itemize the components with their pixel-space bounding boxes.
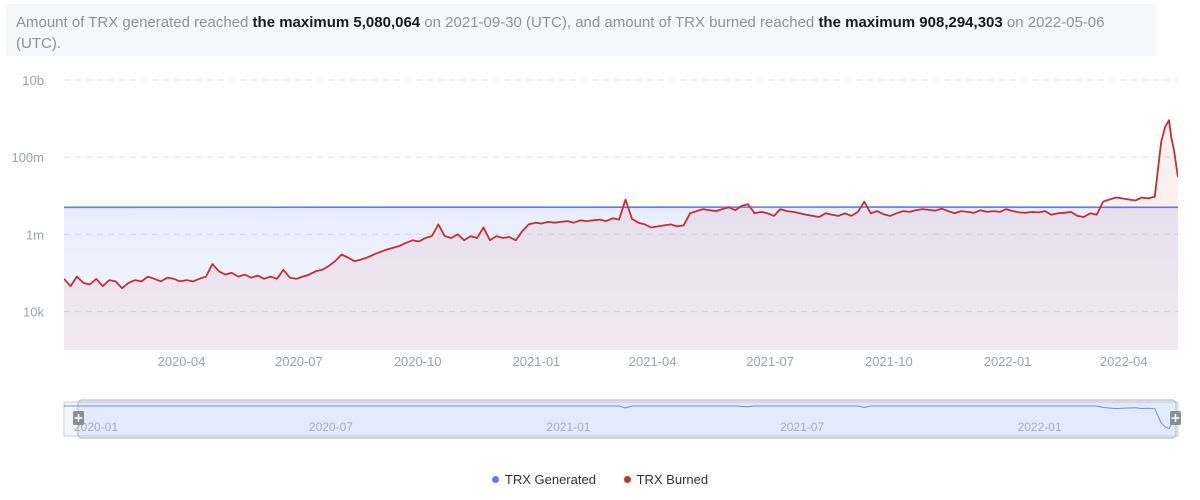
navigator-tick-label: 2022-01 — [1018, 420, 1062, 434]
trx-chart: 10k 1m 100m 10b 2020-04 2020-07 2020-10 2021-0… — [11, 73, 1181, 439]
x-tick-label: 2022-04 — [1100, 354, 1148, 369]
legend-item-generated[interactable]: TRX Generated — [491, 472, 596, 487]
y-tick-label: 10b — [22, 73, 44, 88]
legend-generated-dot-icon — [491, 476, 499, 484]
x-tick-label: 2021-07 — [746, 354, 794, 369]
summary-text-2: on 2021-09-30 (UTC), and amount of TRX b… — [420, 14, 819, 31]
legend-generated-label: TRX Generated — [504, 472, 596, 487]
navigator-axis: 2020-01 2020-07 2021-01 2021-07 2022-01 — [74, 420, 1062, 434]
navigator-background — [63, 401, 1179, 437]
y-tick-label: 100m — [11, 150, 44, 165]
summary-banner: Amount of TRX generated reached the maxi… — [6, 4, 1156, 56]
legend-item-burned[interactable]: TRX Burned — [623, 472, 709, 487]
legend-burned-label: TRX Burned — [636, 472, 709, 487]
legend-burned-dot-icon — [623, 476, 631, 484]
x-tick-label: 2021-01 — [513, 354, 561, 369]
x-tick-label: 2022-01 — [984, 354, 1032, 369]
x-tick-label: 2020-10 — [394, 354, 442, 369]
navigator-right-handle[interactable] — [1170, 411, 1181, 425]
navigator-tick-label: 2021-01 — [546, 420, 590, 434]
navigator-line — [64, 405, 1179, 430]
x-tick-label: 2020-04 — [158, 354, 206, 369]
generated-max-value: the maximum 5,080,064 — [252, 14, 421, 31]
burned-max-value: the maximum 908,294,303 — [818, 14, 1003, 31]
legend: TRX Generated TRX Burned — [0, 472, 1200, 487]
navigator-left-handle[interactable] — [73, 411, 84, 425]
navigator-tick-label: 2021-07 — [780, 420, 824, 434]
range-navigator[interactable]: 2020-01 2020-07 2021-01 2021-07 2022-01 — [63, 399, 1181, 439]
burned-line — [64, 119, 1178, 290]
navigator-tick-label: 2020-01 — [74, 420, 118, 434]
series — [64, 119, 1178, 350]
y-tick-label: 10k — [23, 304, 44, 319]
summary-text-1: Amount of TRX generated reached — [16, 14, 253, 31]
x-axis: 2020-04 2020-07 2020-10 2021-01 2021-04 2021-… — [158, 354, 1148, 369]
y-tick-label: 1m — [26, 227, 44, 242]
y-axis: 10k 1m 100m 10b — [11, 73, 44, 319]
x-tick-label: 2021-10 — [865, 354, 913, 369]
navigator-tick-label: 2020-07 — [309, 420, 353, 434]
x-tick-label: 2021-04 — [629, 354, 677, 369]
x-tick-label: 2020-07 — [275, 354, 323, 369]
generated-area — [64, 207, 1178, 350]
burned-area — [64, 120, 1178, 350]
summary-text-3: on 2022-05-06 (UTC). — [16, 14, 1105, 52]
